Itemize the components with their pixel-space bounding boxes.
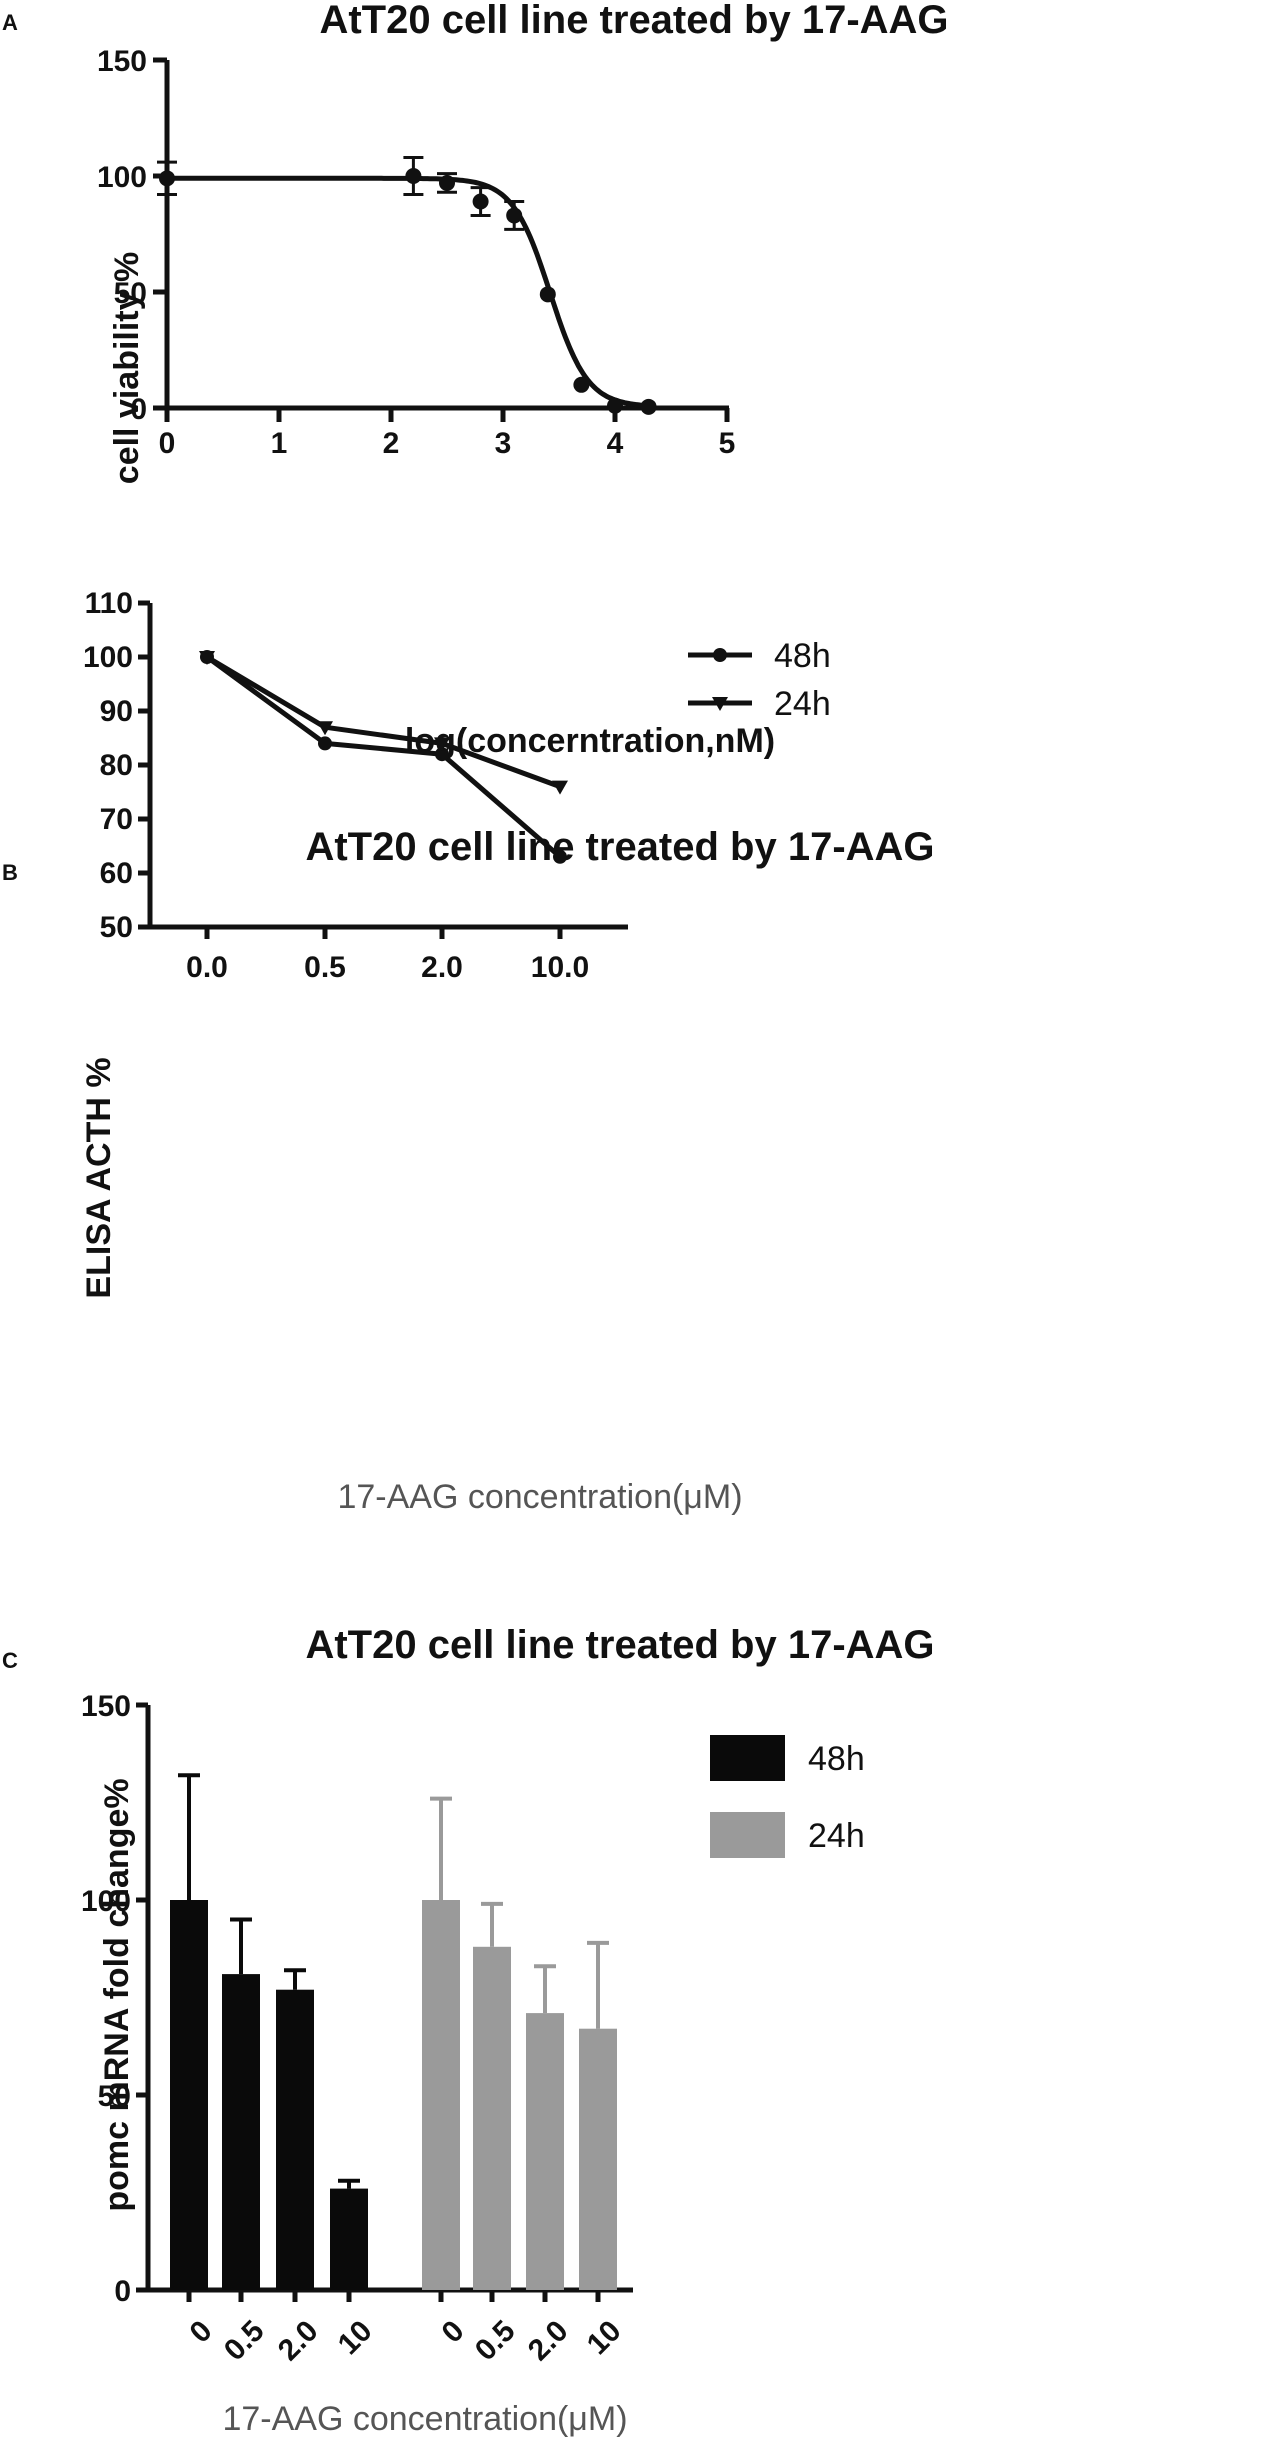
chart-c-y-tick-label: 150 [81, 1690, 131, 1723]
panel-label-a: A [2, 10, 18, 35]
panel-label-b: B [2, 860, 18, 885]
chart-c-title: AtT20 cell line treated by 17-AAG [305, 1623, 934, 1667]
panel-label-c: C [2, 1648, 18, 1673]
chart-c-bar-24h [526, 2013, 564, 2290]
chart-c-x-tick-label: 0.5 [469, 2314, 522, 2367]
chart-c-bar-48h [170, 1900, 208, 2290]
chart-b-point-48h [553, 849, 567, 864]
chart-c-legend-label: 48h [808, 1740, 865, 1778]
chart-b-x-tick-label: 2.0 [421, 951, 463, 984]
chart-a-point [640, 398, 657, 415]
chart-b-y-tick-label: 110 [85, 587, 133, 620]
chart-c-xlabel: 17-AAG concentration(μM) [222, 2400, 627, 2438]
chart-a-point [506, 207, 523, 224]
chart-c-x-tick-label: 0 [436, 2314, 471, 2349]
chart-b-xlabel: 17-AAG concentration(μM) [337, 1478, 742, 1516]
chart-b-series-48h [205, 654, 562, 859]
chart-b-series-24h [205, 654, 561, 789]
chart-a-y-tick-label: 0 [130, 393, 147, 426]
chart-a-x-tick-label: 1 [271, 427, 288, 460]
chart-b-point-48h [435, 747, 449, 762]
chart-a-point [405, 168, 422, 184]
chart-a-x-tick-label: 0 [159, 427, 176, 460]
chart-c-legend-swatch [710, 1735, 785, 1781]
chart-b-y-tick-label: 100 [83, 641, 133, 674]
chart-c-x-tick-label: 10 [581, 2314, 628, 2361]
chart-b-y-tick-label: 90 [100, 695, 133, 728]
chart-b-point-24h [317, 721, 333, 736]
chart-b-legend-marker [713, 648, 727, 662]
chart-b-point-48h [318, 736, 332, 751]
chart-b-title: AtT20 cell line treated by 17-AAG [305, 825, 934, 869]
chart-b-x-tick-label: 0.0 [186, 951, 228, 984]
chart-b-legend-label: 48h [774, 637, 831, 675]
chart-a-x-tick-label: 5 [719, 427, 736, 460]
chart-a-y-tick-label: 100 [97, 161, 147, 194]
chart-c-legend-swatch [710, 1812, 785, 1858]
chart-c-bar-48h [276, 1989, 314, 2290]
chart-a-point [159, 170, 175, 187]
chart-c-y-tick-label: 50 [98, 2080, 131, 2113]
chart-b-point-24h [434, 737, 450, 752]
chart-c-y-tick-label: 100 [81, 1885, 131, 1918]
chart-c-legend-label: 24h [808, 1817, 865, 1855]
chart-a-x-tick-label: 4 [607, 427, 624, 460]
chart-a-point [472, 193, 489, 210]
chart-b-y-tick-label: 80 [100, 749, 133, 782]
chart-c-x-tick-label: 10 [332, 2314, 379, 2361]
chart-c-y-tick-label: 0 [114, 2275, 131, 2308]
chart-a-title: AtT20 cell line treated by 17-AAG [319, 0, 948, 42]
chart-a-y-tick-label: 50 [114, 277, 147, 310]
chart-b-point-24h [199, 651, 215, 665]
chart-b-y-tick-label: 70 [100, 803, 133, 836]
chart-a-x-tick-label: 2 [383, 427, 400, 460]
chart-b-y-tick-label: 50 [100, 911, 133, 944]
chart-c-ylabel: pomc mRNA fold change% [98, 1778, 136, 2211]
chart-a-ylabel: cell viability % [108, 252, 146, 484]
chart-c-bar-24h [422, 1900, 460, 2290]
chart-c: C AtT20 cell line treated by 17-AAG 17-A… [2, 1623, 935, 2438]
chart-a-x-tick-label: 3 [495, 427, 512, 460]
chart-b-legend-label: 24h [774, 685, 831, 723]
chart-a-point [439, 174, 455, 191]
chart-b-x-tick-label: 0.5 [304, 951, 346, 984]
chart-a-point [573, 376, 590, 393]
chart-a-point [539, 286, 556, 303]
chart-c-bar-24h [473, 1946, 511, 2290]
chart-a-y-tick-label: 150 [97, 45, 147, 78]
chart-c-bar-48h [222, 1974, 260, 2290]
chart-c-x-tick-label: 0 [184, 2314, 219, 2349]
chart-b-point-24h [552, 780, 568, 795]
chart-a-fit-curve [167, 175, 649, 409]
chart-c-bar-48h [330, 2188, 368, 2290]
chart-c-x-tick-label: 2.0 [522, 2314, 575, 2367]
chart-a-xlabel: log(concerntration,nM) [405, 722, 775, 760]
chart-b-ylabel: ELISA ACTH % [80, 1057, 118, 1298]
chart-a-point [607, 397, 623, 414]
chart-c-x-tick-label: 0.5 [218, 2314, 271, 2367]
chart-b-legend-marker [712, 697, 728, 711]
chart-c-x-tick-label: 2.0 [272, 2314, 325, 2367]
chart-b-x-tick-label: 10.0 [531, 951, 589, 984]
chart-b: B AtT20 cell line treated by 17-AAG 17-A… [2, 587, 935, 1516]
chart-b-y-tick-label: 60 [100, 857, 133, 890]
chart-c-bar-24h [579, 2028, 617, 2290]
